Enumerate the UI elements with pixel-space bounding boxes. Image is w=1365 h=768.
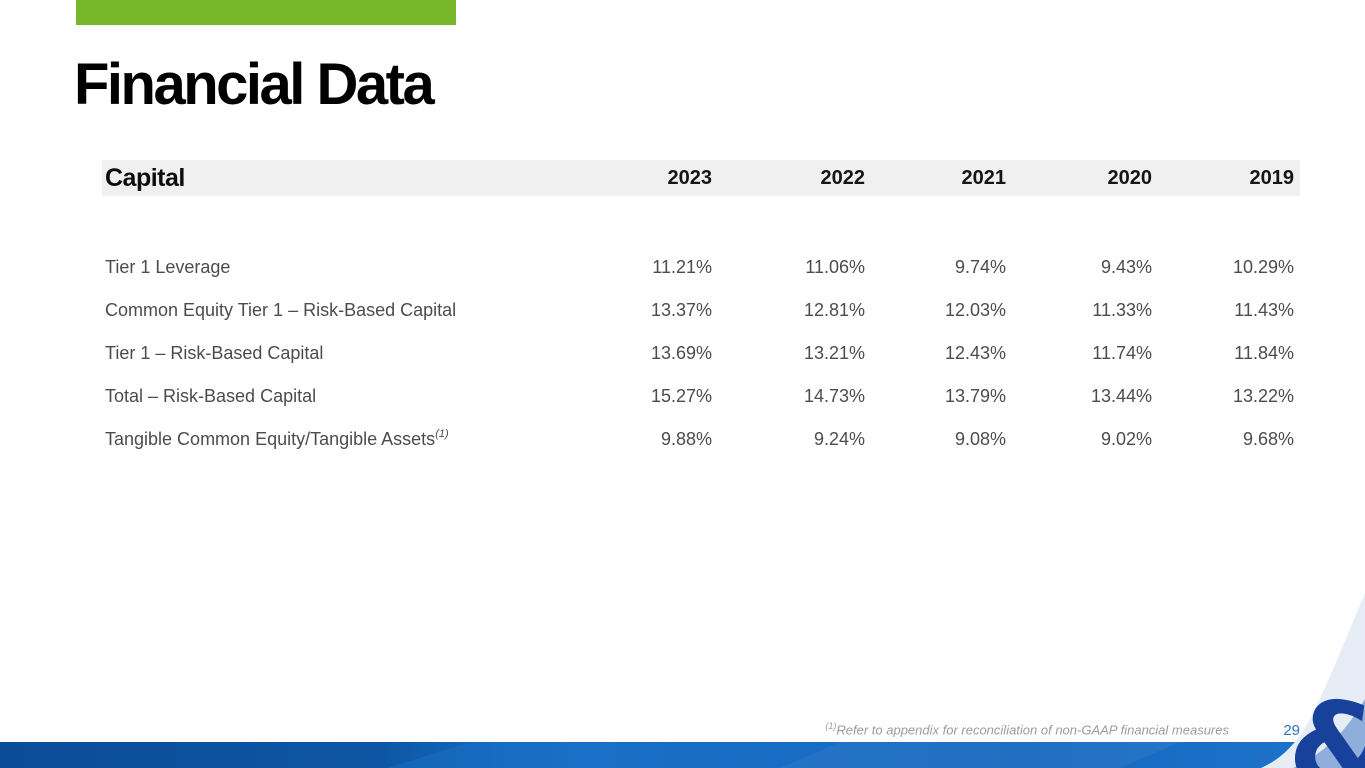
capital-table: Capital 2023 2022 2021 2020 2019 Tier 1 … [102,160,1300,461]
table-row: Tier 1 Leverage 11.21% 11.06% 9.74% 9.43… [102,246,1300,289]
year-column-2019: 2019 [1249,166,1295,189]
corner-logo-art: & [1261,593,1365,768]
table-row: Tier 1 – Risk-Based Capital 13.69% 13.21… [102,332,1300,375]
footer-bar-dark-segment [0,742,470,768]
footer-bar-light-streak [780,742,1180,768]
metric-value: 14.73% [803,386,865,406]
slide-title: Financial Data [74,52,435,117]
table-row: Tangible Common Equity/Tangible Assets(1… [102,418,1300,461]
metric-value: 11.33% [1092,300,1152,320]
metric-value: 13.79% [944,386,1006,406]
metric-value: 11.21% [652,257,712,277]
metric-value: 13.37% [650,300,712,320]
metric-value: 12.81% [803,300,865,320]
metric-value: 11.06% [805,257,865,277]
year-column-2020: 2020 [1107,166,1153,189]
metric-value: 12.03% [944,300,1006,320]
metric-value: 9.08% [954,429,1006,449]
metric-value: 9.02% [1100,429,1152,449]
year-column-2023: 2023 [667,166,713,189]
year-column-2022: 2022 [820,166,866,189]
metric-label: Tier 1 – Risk-Based Capital [105,343,324,363]
metric-label: Common Equity Tier 1 – Risk-Based Capita… [105,300,457,320]
capital-table-header: Capital 2023 2022 2021 2020 2019 [102,160,1300,196]
metric-label: Tier 1 Leverage [105,257,231,277]
header-row: Capital 2023 2022 2021 2020 2019 [102,160,1300,196]
footnote-reference: (1) [435,428,449,440]
metric-value: 9.88% [660,429,712,449]
footnote: (1)Refer to appendix for reconciliation … [825,721,1229,737]
table-section-label: Capital [105,163,185,192]
footnote-text: Refer to appendix for reconciliation of … [836,722,1229,738]
metric-value: 9.68% [1242,429,1294,449]
metric-value: 11.74% [1092,343,1152,363]
year-column-2021: 2021 [961,166,1007,189]
light-swoosh-shape [1261,593,1365,768]
metric-value: 13.44% [1090,386,1152,406]
footnote-marker: (1) [825,721,837,731]
metric-value: 15.27% [650,386,712,406]
metric-value: 9.43% [1100,257,1152,277]
accent-green-bar [76,0,456,25]
metric-value: 11.43% [1234,300,1294,320]
mid-blue-swoosh-shape [1293,699,1365,768]
page-number: 29 [1283,722,1300,739]
ampersand-logo-icon: & [1282,671,1365,768]
metric-value: 12.43% [944,343,1006,363]
metric-value: 13.69% [650,343,712,363]
metric-value: 13.22% [1232,386,1294,406]
metric-value: 9.24% [813,429,865,449]
metric-value: 13.21% [803,343,865,363]
table-row: Common Equity Tier 1 – Risk-Based Capita… [102,289,1300,332]
metric-label: Total – Risk-Based Capital [105,386,317,406]
metric-value: 11.84% [1234,343,1294,363]
metric-label: Tangible Common Equity/Tangible Assets [105,429,436,449]
metric-value: 9.74% [954,257,1006,277]
spacer-row [102,196,1300,246]
table-row: Total – Risk-Based Capital 15.27% 14.73%… [102,375,1300,418]
capital-table-body: Tier 1 Leverage 11.21% 11.06% 9.74% 9.43… [102,196,1300,461]
metric-value: 10.29% [1232,257,1294,277]
